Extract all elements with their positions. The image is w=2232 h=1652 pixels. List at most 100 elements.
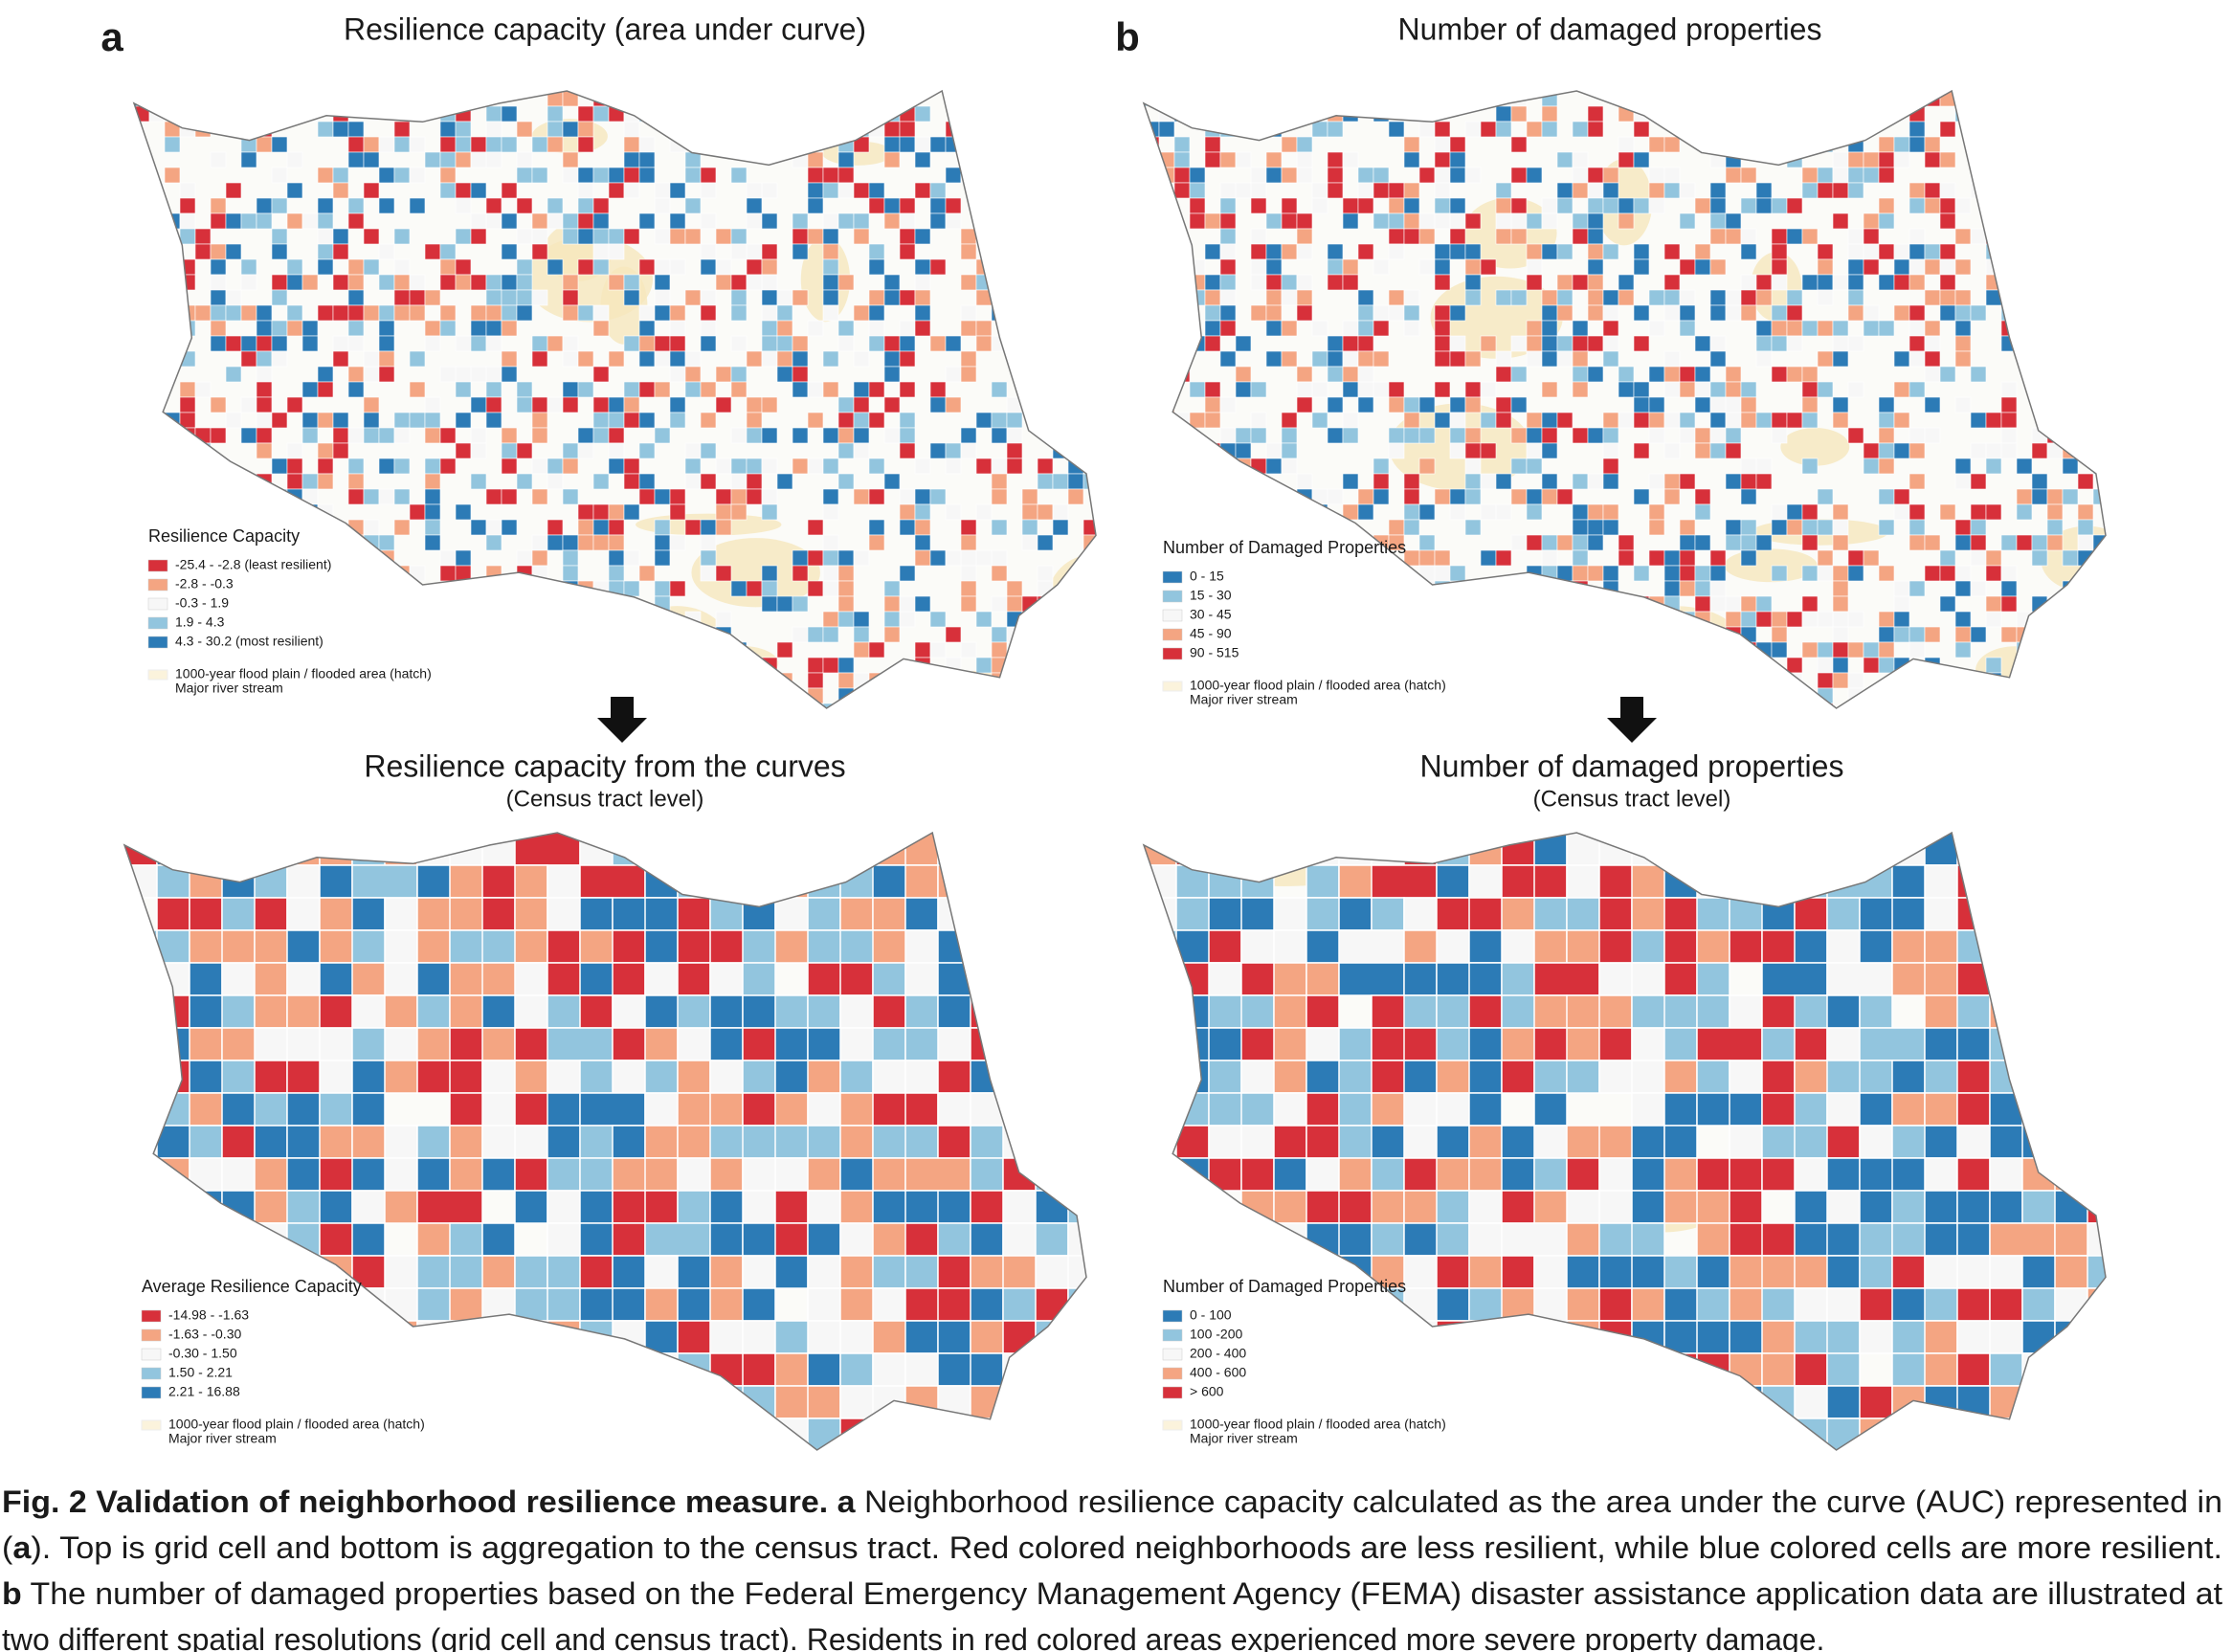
map-cell — [351, 994, 386, 1029]
map-cell — [1357, 335, 1374, 352]
map-cell — [2077, 519, 2094, 536]
map-cell — [317, 212, 334, 230]
map-cell — [317, 687, 334, 704]
map-cell — [677, 1190, 711, 1224]
map-cell — [1306, 1092, 1340, 1127]
map-cell — [485, 320, 502, 337]
map-cell — [1893, 381, 1910, 398]
map-cell — [904, 1092, 939, 1127]
map-cell — [347, 549, 365, 567]
map-cell — [1296, 565, 1313, 582]
map-cell — [1235, 182, 1252, 199]
map-cell — [592, 503, 610, 521]
map-cell — [189, 833, 223, 866]
caption-text: Neighborhood resilience capacity calcula… — [856, 1485, 2222, 1519]
map-cell — [1771, 243, 1788, 260]
map-cell — [592, 703, 610, 708]
map-cell — [1306, 833, 1340, 866]
map-cell — [654, 519, 671, 536]
map-cell — [883, 274, 901, 291]
map-cell — [1083, 91, 1096, 107]
map-cell — [1939, 243, 1956, 260]
map-cell — [1265, 442, 1283, 459]
map-cell — [254, 1320, 321, 1354]
map-cell — [1449, 167, 1466, 184]
map-cell — [577, 657, 594, 674]
map-cell — [1878, 396, 1895, 413]
map-cell — [1338, 1385, 1373, 1419]
map-cell — [470, 182, 487, 199]
map-cell — [684, 289, 702, 306]
map-cell — [822, 258, 839, 276]
map-cell — [1449, 350, 1466, 368]
map-cell — [562, 565, 579, 582]
map-cell — [256, 320, 273, 337]
map-cell — [378, 595, 395, 613]
map-cell — [286, 396, 303, 413]
map-cell — [1204, 304, 1221, 322]
map-cell — [1587, 519, 1604, 536]
map-cell — [254, 1385, 321, 1419]
map-cell — [156, 929, 190, 964]
map-cell — [1893, 243, 1910, 260]
map-cell — [1006, 412, 1023, 429]
map-cell — [2062, 396, 2079, 413]
map-cell — [1021, 519, 1038, 536]
map-cell — [449, 1222, 483, 1257]
map-cell — [124, 1222, 190, 1257]
map-cell — [746, 412, 763, 429]
map-cell — [1893, 274, 1910, 291]
map-cell — [1327, 167, 1344, 184]
map-cell — [347, 289, 365, 306]
map-cell — [1281, 458, 1298, 475]
map-cell — [194, 381, 212, 398]
map-cell — [899, 228, 916, 245]
map-cell — [700, 289, 717, 306]
map-cell — [807, 167, 824, 184]
map-cell — [1587, 657, 1604, 674]
map-cell — [839, 1190, 874, 1224]
map-cell — [746, 121, 763, 138]
map-cell — [669, 350, 686, 368]
map-outline — [123, 831, 1087, 1451]
map-cell — [1740, 243, 1757, 260]
map-cell — [1771, 366, 1788, 383]
map-cell — [872, 962, 906, 996]
map-cell — [1908, 427, 1926, 444]
map-cell — [577, 304, 594, 322]
map-cell — [1956, 833, 2023, 866]
map-cell — [608, 274, 625, 291]
map-cell — [960, 304, 977, 322]
map-cell — [1371, 1157, 1405, 1192]
map-cell — [1587, 105, 1604, 123]
map-cell — [286, 442, 303, 459]
map-cell — [2054, 1157, 2088, 1192]
map-cell — [1273, 833, 1307, 866]
map-cell — [1696, 1385, 1763, 1419]
map-cell — [1495, 503, 1512, 521]
map-cell — [470, 366, 487, 383]
map-cell — [654, 105, 671, 123]
map-cell — [914, 289, 931, 306]
map-cell — [378, 274, 395, 291]
map-cell — [516, 289, 533, 306]
map-cell — [1970, 182, 1987, 199]
map-cell — [1663, 167, 1681, 184]
map-cell — [1403, 289, 1420, 306]
map-cell — [592, 258, 610, 276]
map-cell — [1985, 611, 2002, 628]
map-cell — [317, 121, 334, 138]
map-cell — [501, 366, 518, 383]
map-cell — [286, 274, 303, 291]
map-cell — [1633, 105, 1650, 123]
map-cell — [1338, 1352, 1405, 1387]
map-cell — [1817, 672, 1834, 689]
flood-plain — [1613, 606, 1742, 682]
map-cell — [700, 626, 717, 643]
map-cell — [1985, 703, 2002, 708]
map-cell — [1035, 833, 1069, 866]
map-cell — [1037, 412, 1054, 429]
map-cell — [1418, 228, 1436, 245]
map-cell — [332, 274, 349, 291]
map-cell — [547, 672, 564, 689]
